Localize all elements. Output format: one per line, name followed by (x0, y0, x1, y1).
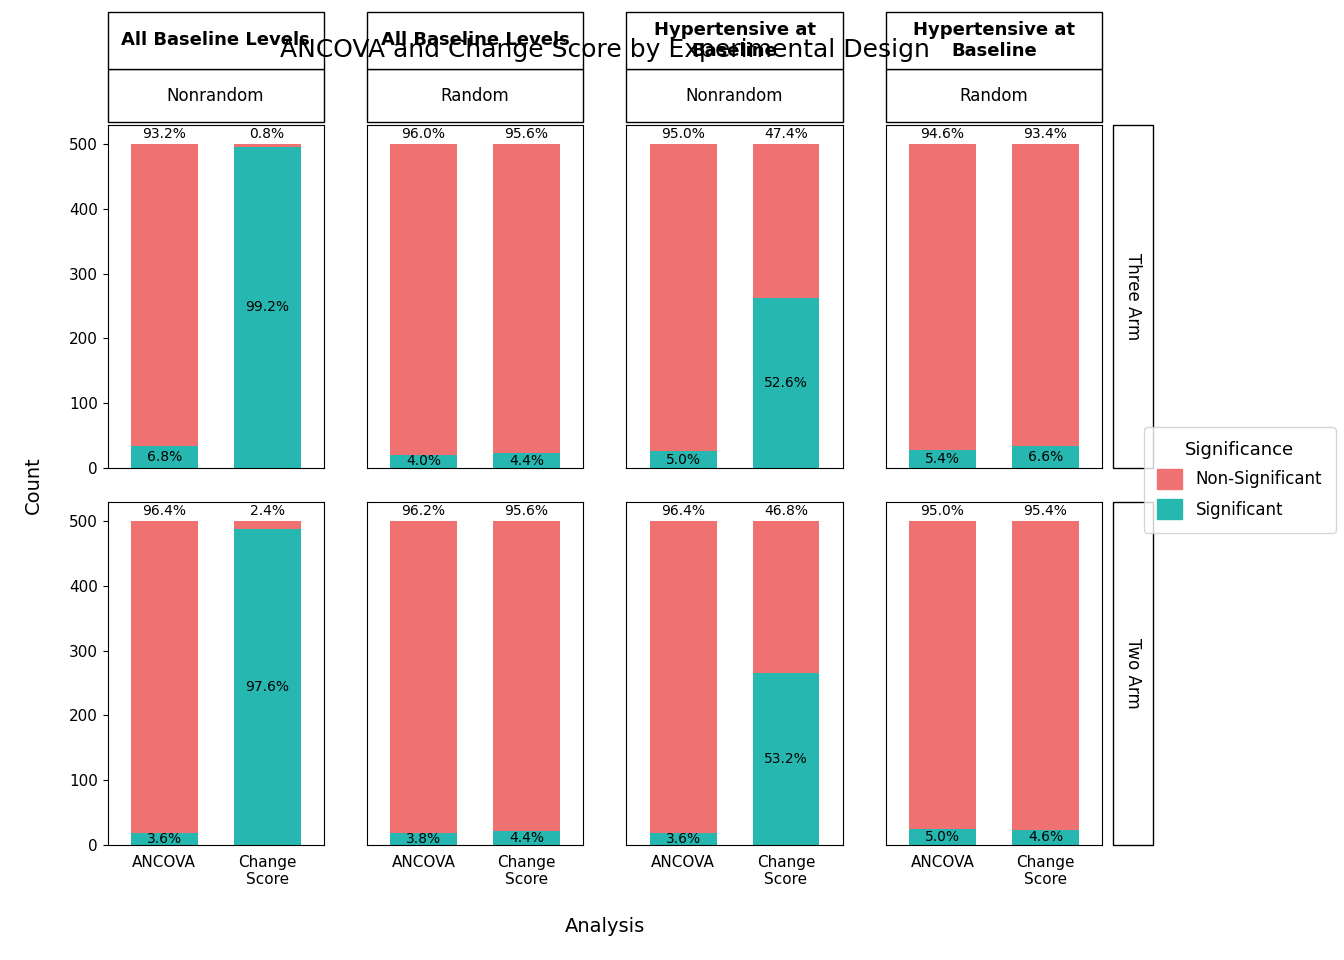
Text: ANCOVA and Change Score by Experimental Design: ANCOVA and Change Score by Experimental … (280, 38, 930, 62)
Text: 93.4%: 93.4% (1024, 127, 1067, 141)
Bar (130, 445, 198, 468)
Text: Three Arm: Three Arm (1124, 252, 1142, 340)
Legend: Non-Significant, Significant: Non-Significant, Significant (1144, 427, 1336, 533)
Bar (234, 521, 301, 529)
Text: 95.6%: 95.6% (504, 127, 548, 141)
Bar (909, 144, 976, 450)
Bar (234, 529, 301, 845)
Text: 96.0%: 96.0% (402, 127, 446, 141)
Text: 95.0%: 95.0% (921, 504, 965, 518)
Bar (909, 828, 976, 845)
Text: 96.2%: 96.2% (402, 504, 446, 518)
Bar (649, 521, 716, 833)
Bar (130, 833, 198, 845)
Bar (753, 673, 820, 845)
Bar (234, 144, 301, 147)
Text: 96.4%: 96.4% (142, 504, 187, 518)
Text: 5.0%: 5.0% (925, 829, 960, 844)
Text: 93.2%: 93.2% (142, 127, 185, 141)
Bar (390, 144, 457, 455)
Bar (1012, 144, 1079, 446)
Text: 53.2%: 53.2% (765, 752, 808, 766)
Bar (649, 451, 716, 468)
Text: 4.0%: 4.0% (406, 454, 441, 468)
Bar (909, 450, 976, 468)
Bar (1012, 830, 1079, 845)
Bar (1012, 446, 1079, 468)
Text: Analysis: Analysis (564, 917, 645, 936)
Text: 95.6%: 95.6% (504, 504, 548, 518)
Bar (909, 521, 976, 828)
Text: Count: Count (24, 456, 43, 514)
Bar (390, 832, 457, 845)
Text: 3.6%: 3.6% (665, 832, 700, 846)
Text: 6.8%: 6.8% (146, 449, 181, 464)
Bar (649, 833, 716, 845)
Bar (493, 453, 560, 468)
Text: 95.0%: 95.0% (661, 127, 706, 141)
Text: 46.8%: 46.8% (763, 504, 808, 518)
Bar (649, 144, 716, 451)
Bar (390, 521, 457, 832)
Text: 94.6%: 94.6% (921, 127, 965, 141)
Text: All Baseline Levels: All Baseline Levels (121, 32, 310, 49)
Text: Hypertensive at
Baseline: Hypertensive at Baseline (653, 21, 816, 60)
Text: Random: Random (960, 86, 1028, 105)
Bar (1012, 521, 1079, 830)
Text: Hypertensive at
Baseline: Hypertensive at Baseline (913, 21, 1075, 60)
Text: 96.4%: 96.4% (661, 504, 706, 518)
Text: 2.4%: 2.4% (250, 504, 285, 518)
Text: 95.4%: 95.4% (1024, 504, 1067, 518)
Text: 52.6%: 52.6% (765, 375, 808, 390)
Text: 6.6%: 6.6% (1028, 450, 1063, 464)
Bar (753, 298, 820, 468)
Bar (234, 147, 301, 468)
Text: Random: Random (441, 86, 509, 105)
Bar (753, 521, 820, 673)
Text: 97.6%: 97.6% (245, 680, 289, 694)
Bar (753, 144, 820, 298)
Bar (493, 144, 560, 453)
Bar (493, 830, 560, 845)
Text: 4.4%: 4.4% (509, 453, 544, 468)
Bar (390, 455, 457, 468)
Text: 5.0%: 5.0% (665, 452, 700, 467)
Text: 3.6%: 3.6% (146, 832, 181, 846)
Text: All Baseline Levels: All Baseline Levels (380, 32, 570, 49)
Bar (130, 144, 198, 445)
Text: 47.4%: 47.4% (765, 127, 808, 141)
Text: 99.2%: 99.2% (245, 300, 289, 314)
Text: Nonrandom: Nonrandom (167, 86, 265, 105)
Text: Two Arm: Two Arm (1124, 638, 1142, 708)
Text: Nonrandom: Nonrandom (685, 86, 784, 105)
Text: 4.4%: 4.4% (509, 830, 544, 845)
Text: 3.8%: 3.8% (406, 831, 441, 846)
Text: 5.4%: 5.4% (925, 452, 960, 466)
Text: 0.8%: 0.8% (250, 127, 285, 141)
Text: 4.6%: 4.6% (1028, 830, 1063, 845)
Bar (493, 521, 560, 830)
Bar (130, 521, 198, 833)
